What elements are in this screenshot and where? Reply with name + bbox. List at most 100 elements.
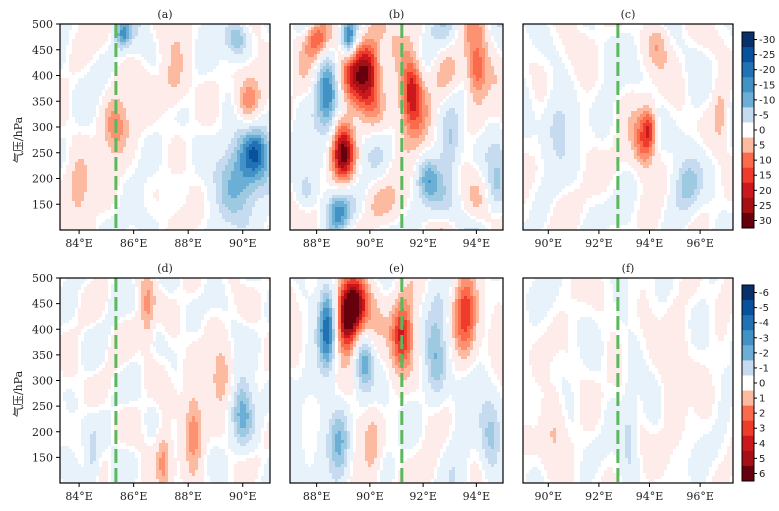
field-cell bbox=[141, 63, 145, 67]
field-cell bbox=[147, 24, 151, 28]
field-cell bbox=[237, 165, 241, 169]
field-cell bbox=[108, 126, 112, 130]
field-cell bbox=[81, 186, 85, 190]
field-cell bbox=[111, 216, 115, 220]
field-cell bbox=[75, 222, 79, 226]
field-cell bbox=[210, 159, 214, 163]
field-cell bbox=[135, 210, 139, 214]
field-cell bbox=[240, 192, 244, 196]
field-cell bbox=[446, 27, 450, 31]
field-cell bbox=[138, 213, 142, 217]
field-cell bbox=[108, 174, 112, 178]
field-cell bbox=[237, 201, 241, 205]
field-cell bbox=[225, 60, 229, 64]
field-cell bbox=[99, 123, 103, 127]
field-cell bbox=[126, 105, 130, 109]
field-cell bbox=[180, 159, 184, 163]
field-cell bbox=[144, 60, 148, 64]
field-cell bbox=[120, 144, 124, 148]
field-cell bbox=[479, 27, 483, 31]
field-cell bbox=[120, 153, 124, 157]
field-cell bbox=[261, 228, 265, 230]
field-cell bbox=[132, 219, 136, 223]
field-cell bbox=[102, 189, 106, 193]
field-cell bbox=[159, 93, 163, 97]
field-cell bbox=[207, 228, 211, 230]
field-cell bbox=[129, 156, 133, 160]
field-cell bbox=[69, 27, 73, 31]
field-cell bbox=[153, 189, 157, 193]
field-cell bbox=[222, 69, 226, 73]
field-cell bbox=[99, 78, 103, 82]
field-cell bbox=[96, 210, 100, 214]
field-cell bbox=[120, 51, 124, 55]
field-cell bbox=[162, 204, 166, 208]
field-cell bbox=[234, 93, 238, 97]
field-cell bbox=[204, 102, 208, 106]
field-cell bbox=[198, 57, 202, 61]
field-cell bbox=[192, 210, 196, 214]
field-cell bbox=[201, 207, 205, 211]
field-cell bbox=[225, 144, 229, 148]
field-cell bbox=[192, 183, 196, 187]
field-cell bbox=[231, 147, 235, 151]
field-cell bbox=[120, 57, 124, 61]
field-cell bbox=[123, 87, 127, 91]
field-cell bbox=[234, 195, 238, 199]
field-cell bbox=[320, 24, 324, 28]
field-cell bbox=[84, 45, 88, 49]
field-cell bbox=[225, 39, 229, 43]
field-cell bbox=[204, 27, 208, 31]
field-cell bbox=[255, 114, 259, 118]
field-cell bbox=[267, 144, 270, 148]
field-cell bbox=[63, 138, 67, 142]
field-cell bbox=[204, 132, 208, 136]
field-cell bbox=[237, 210, 241, 214]
field-cell bbox=[153, 111, 157, 115]
field-cell bbox=[261, 99, 265, 103]
field-cell bbox=[159, 30, 163, 34]
field-cell bbox=[168, 153, 172, 157]
field-cell bbox=[87, 165, 91, 169]
field-cell bbox=[267, 57, 270, 61]
field-cell bbox=[246, 33, 250, 37]
field-cell bbox=[198, 198, 202, 202]
field-cell bbox=[156, 69, 160, 73]
field-cell bbox=[150, 66, 154, 70]
field-cell bbox=[102, 126, 106, 130]
field-cell bbox=[90, 171, 94, 175]
field-cell bbox=[231, 126, 235, 130]
field-cell bbox=[144, 84, 148, 88]
field-cell bbox=[120, 123, 124, 127]
field-cell bbox=[219, 213, 223, 217]
field-cell bbox=[147, 198, 151, 202]
field-cell bbox=[183, 225, 187, 229]
field-cell bbox=[75, 75, 79, 79]
field-cell bbox=[240, 108, 244, 112]
field-cell bbox=[174, 126, 178, 130]
field-cell bbox=[129, 120, 133, 124]
field-cell bbox=[99, 114, 103, 118]
field-cell bbox=[216, 75, 220, 79]
field-cell bbox=[222, 111, 226, 115]
field-cell bbox=[228, 36, 232, 40]
field-cell bbox=[90, 75, 94, 79]
field-cell bbox=[186, 60, 190, 64]
field-cell bbox=[105, 45, 109, 49]
field-cell bbox=[60, 204, 64, 208]
field-cell bbox=[213, 57, 217, 61]
field-cell bbox=[66, 114, 70, 118]
field-cell bbox=[63, 72, 67, 76]
field-cell bbox=[222, 138, 226, 142]
field-cell bbox=[129, 222, 133, 226]
field-cell bbox=[120, 129, 124, 133]
field-cell bbox=[216, 147, 220, 151]
field-cell bbox=[243, 165, 247, 169]
field-cell bbox=[102, 225, 106, 229]
field-cell bbox=[237, 93, 241, 97]
field-cell bbox=[216, 183, 220, 187]
field-cell bbox=[186, 78, 190, 82]
field-cell bbox=[108, 78, 112, 82]
field-cell bbox=[234, 102, 238, 106]
field-cell bbox=[111, 108, 115, 112]
